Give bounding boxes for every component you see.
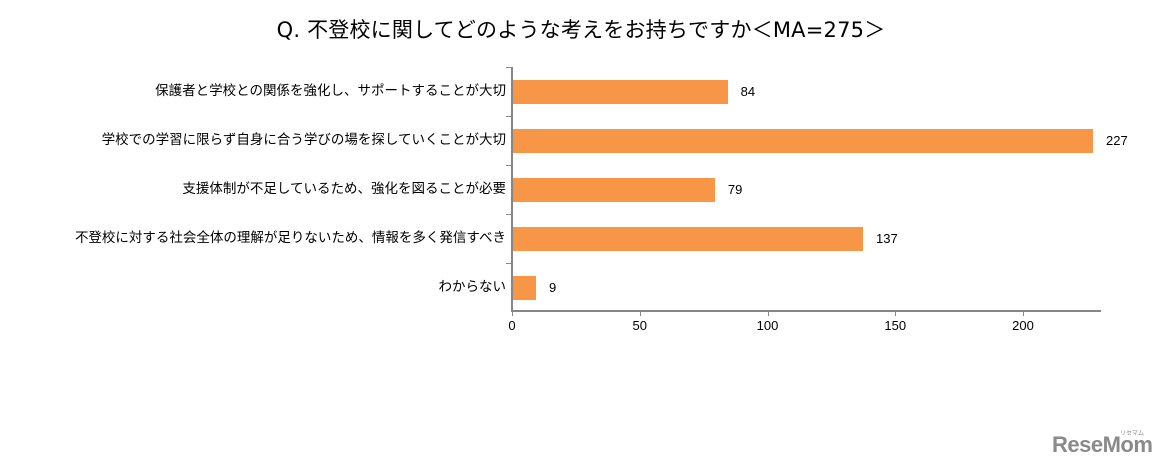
x-tick — [1023, 310, 1024, 316]
category-label: 不登校に対する社会全体の理解が足りないため、情報を多く発信すべき — [74, 230, 506, 246]
watermark-subtext: リセマム — [1120, 430, 1145, 437]
y-axis-line — [511, 67, 513, 312]
y-tick — [506, 214, 512, 215]
category-label: 保護者と学校との関係を強化し、サポートすることが大切 — [155, 83, 506, 99]
value-label: 84 — [740, 83, 756, 99]
category-label: わからない — [438, 279, 507, 295]
bar — [513, 275, 536, 300]
x-tick-label: 200 — [1012, 318, 1034, 333]
y-tick — [506, 67, 512, 68]
x-axis-line — [511, 310, 1101, 312]
bar — [513, 128, 1093, 153]
y-tick — [506, 116, 512, 117]
x-tick — [512, 310, 513, 316]
category-label: 学校での学習に限らず自身に合う学びの場を探していくことが大切 — [101, 132, 506, 148]
category-label: 支援体制が不足しているため、強化を図ることが必要 — [182, 181, 506, 197]
x-tick — [895, 310, 897, 316]
bar — [513, 226, 864, 251]
y-tick — [506, 263, 512, 264]
x-tick-label: 150 — [884, 318, 907, 333]
x-tick — [767, 310, 769, 316]
bar — [513, 79, 728, 104]
value-label: 79 — [727, 181, 743, 197]
chart-title: Q. 不登校に関してどのような考えをお持ちですか＜MA=275＞ — [276, 18, 886, 42]
value-label: 227 — [1105, 132, 1128, 148]
x-tick-label: 100 — [756, 318, 779, 333]
x-tick — [639, 310, 641, 316]
value-label: 9 — [548, 279, 557, 295]
value-label: 137 — [876, 230, 898, 246]
y-tick — [506, 165, 512, 166]
x-tick-label: 50 — [632, 318, 647, 333]
bar — [513, 177, 715, 202]
x-tick-label: 0 — [508, 318, 516, 333]
watermark-logo: ReseMom — [1052, 432, 1153, 457]
